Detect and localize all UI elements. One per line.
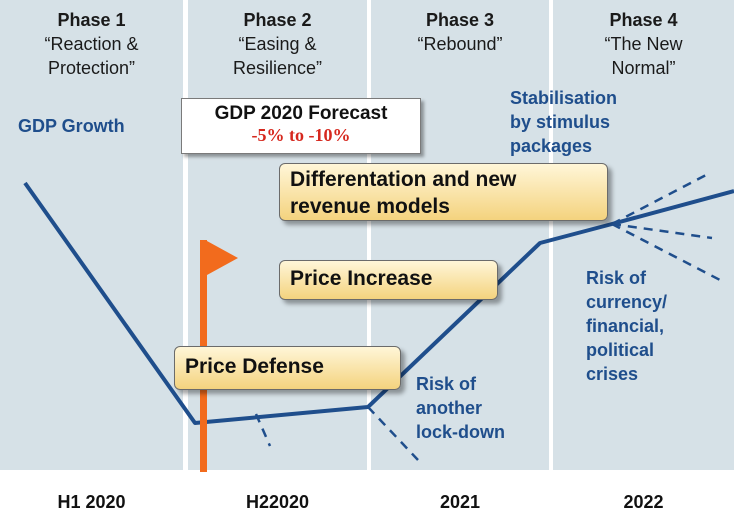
forecast-range: -5% to -10% (251, 125, 351, 145)
gdp-forecast-box: GDP 2020 Forecast -5% to -10% (181, 98, 421, 154)
phase-1-subtitle-line-1: “Reaction & (44, 34, 139, 54)
currency-risk-line-4: political (586, 340, 655, 360)
currency-risk-line-5: crises (586, 364, 639, 384)
phase-3-title: Phase 3 (425, 10, 495, 30)
differentiation-line-1: Differentation and new (290, 168, 517, 191)
lockdown-risk-annotation: Risk of another lock-down (416, 372, 505, 444)
phase-2-title: Phase 2 (243, 10, 312, 30)
phase-1-column (0, 0, 183, 470)
lockdown-risk-line-2: another (416, 398, 483, 418)
phase-1-subtitle-line-2: Protection” (47, 58, 136, 78)
phase-2-column (188, 0, 367, 470)
price-increase-box: Price Increase (279, 260, 498, 300)
currency-risk-line-3: financial, (586, 316, 665, 336)
gdp-growth-label: GDP Growth (18, 116, 125, 136)
timeline-label-2021: 2021 (439, 492, 481, 512)
phase-4-title: Phase 4 (609, 10, 678, 30)
phase-3-subtitle-line-1: “Rebound” (417, 34, 503, 54)
stabilisation-annotation: Stabilisation by stimulus packages (510, 86, 617, 158)
price-defense-label: Price Defense (185, 355, 324, 378)
scenario-dashed-line-down (611, 222, 721, 282)
lockdown-risk-line-1: Risk of (416, 374, 477, 394)
gdp-growth-line (23, 181, 734, 425)
timeline-label-h2-2020: H22020 (245, 492, 310, 512)
phase-4-column (553, 0, 734, 470)
timeline-label-2022: 2022 (623, 492, 664, 512)
lockdown-risk-line-3: lock-down (416, 422, 505, 442)
phase-3-column (371, 0, 549, 470)
forecast-title: GDP 2020 Forecast (214, 103, 388, 124)
phase-2-header: Phase 2 “Easing & Resilience” (188, 8, 367, 80)
phase-1-title: Phase 1 (57, 10, 126, 30)
currency-risk-line-2: currency/ (586, 292, 668, 312)
phase-2-subtitle-line-2: Resilience” (232, 58, 323, 78)
lockdown-risk-dashed-line (367, 406, 419, 461)
phase-1-header: Phase 1 “Reaction & Protection” (0, 8, 183, 80)
phase-2-subtitle-line-1: “Easing & (238, 34, 317, 54)
stabilisation-line-3: packages (510, 136, 593, 156)
scenario-dashed-line-mid (611, 222, 713, 240)
differentiation-line-2: revenue models (290, 195, 450, 218)
phase-2-dashed-line (254, 413, 272, 447)
phase-3-header: Phase 3 “Rebound” (371, 8, 549, 56)
price-defense-box: Price Defense (174, 346, 401, 390)
phase-4-header: Phase 4 “The New Normal” (553, 8, 734, 80)
currency-risk-annotation: Risk of currency/ financial, political c… (586, 266, 667, 386)
price-increase-label: Price Increase (290, 267, 433, 290)
stabilisation-line-1: Stabilisation (510, 88, 618, 108)
phase-4-subtitle-line-1: “The New (604, 34, 683, 54)
differentiation-box: Differentation and new revenue models (279, 163, 608, 221)
scenario-dashed-line-up (611, 172, 709, 226)
currency-risk-line-1: Risk of (586, 268, 647, 288)
phase-4-subtitle-line-2: Normal” (611, 58, 676, 78)
timeline-label-h1-2020: H1 2020 (57, 492, 126, 512)
stabilisation-line-2: by stimulus (510, 112, 611, 132)
